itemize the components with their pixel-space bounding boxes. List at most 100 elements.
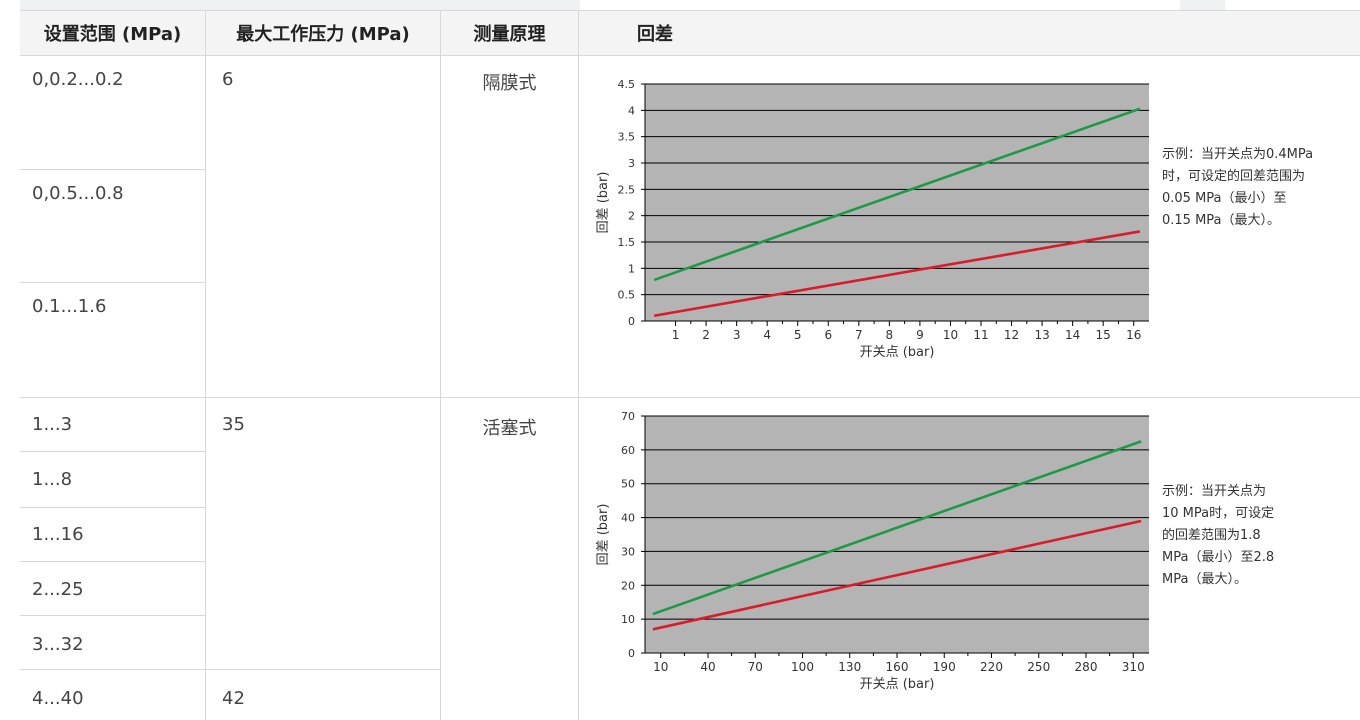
x-tick-label: 14	[1065, 328, 1080, 342]
row-divider	[20, 397, 1360, 398]
range-cell: 0,0.2...0.2	[32, 69, 124, 90]
y-tick-label: 2.5	[618, 183, 636, 196]
x-axis-title: 开关点 (bar)	[860, 345, 935, 360]
x-tick-label: 5	[794, 328, 802, 342]
x-tick-label: 190	[933, 660, 956, 674]
x-tick-label: 3	[733, 328, 741, 342]
note-line: 时，可设定的回差范围为	[1162, 169, 1306, 184]
y-tick-label: 50	[621, 478, 635, 491]
x-tick-label: 130	[838, 660, 861, 674]
header-hysteresis: 回差	[579, 10, 1360, 55]
x-tick-label: 2	[702, 328, 710, 342]
example-note-2: 示例：当开关点为 10 MPa时，可设定 的回差范围为1.8 MPa（最小）至2…	[1162, 481, 1360, 591]
x-tick-label: 11	[973, 328, 988, 342]
max-pressure-cell: 42	[222, 688, 245, 709]
y-tick-label: 20	[621, 579, 635, 592]
column-divider	[440, 10, 441, 720]
x-tick-label: 250	[1027, 660, 1050, 674]
x-tick-label: 6	[824, 328, 832, 342]
principle-cell: 活塞式	[482, 418, 537, 439]
range-cell: 0.1...1.6	[32, 296, 107, 317]
range-cell: 2...25	[32, 579, 84, 600]
row-divider	[20, 615, 206, 616]
range-cell: 4...40	[32, 688, 84, 709]
y-tick-label: 1	[628, 262, 635, 275]
x-tick-label: 10	[653, 660, 668, 674]
y-tick-label: 0	[628, 647, 635, 660]
series-line	[653, 107, 1141, 282]
range-cell: 1...3	[32, 414, 73, 435]
range-cell: 1...16	[32, 524, 84, 545]
x-tick-label: 8	[886, 328, 894, 342]
note-line: 的回差范围为1.8	[1162, 528, 1261, 543]
row-divider	[20, 282, 206, 283]
row-divider	[20, 55, 1360, 56]
plot-area	[645, 84, 1149, 321]
note-line: 0.05 MPa（最小）至	[1162, 191, 1287, 206]
note-line: 0.15 MPa（最大）。	[1162, 213, 1281, 228]
principle-cell: 隔膜式	[482, 73, 537, 94]
x-axis-title: 开关点 (bar)	[860, 677, 935, 692]
x-tick-label: 280	[1075, 660, 1098, 674]
y-tick-label: 0.5	[618, 289, 636, 302]
y-axis-title: 回差 (bar)	[596, 172, 611, 234]
y-tick-label: 0	[628, 315, 635, 328]
row-divider	[20, 561, 206, 562]
top-strip-shade	[440, 0, 580, 10]
x-tick-label: 13	[1034, 328, 1049, 342]
row-divider	[20, 169, 206, 170]
x-tick-label: 4	[763, 328, 771, 342]
y-tick-label: 30	[621, 545, 635, 558]
x-tick-label: 160	[886, 660, 909, 674]
header-setting-range: 设置范围 (MPa)	[20, 10, 205, 55]
note-line: 示例：当开关点为	[1162, 484, 1267, 499]
y-tick-label: 4.5	[618, 78, 636, 91]
y-axis-title: 回差 (bar)	[596, 504, 611, 566]
max-pressure-cell: 35	[222, 414, 245, 435]
series-line	[652, 519, 1142, 631]
x-tick-label: 7	[855, 328, 863, 342]
y-tick-label: 2	[628, 210, 635, 223]
column-divider	[205, 10, 206, 720]
y-tick-label: 70	[621, 410, 635, 423]
x-tick-label: 70	[748, 660, 763, 674]
range-cell: 1...8	[32, 469, 73, 490]
x-tick-label: 12	[1004, 328, 1019, 342]
x-tick-label: 220	[980, 660, 1003, 674]
top-strip-shade	[210, 0, 440, 10]
series-line	[652, 440, 1142, 616]
hysteresis-chart-diaphragm: 00.511.522.533.544.51 2 3 4 5 6 7 8 9 10 11 12 13 14 1…	[596, 78, 1149, 360]
y-tick-label: 4	[628, 104, 635, 117]
y-tick-label: 40	[621, 512, 635, 525]
plot-area	[645, 416, 1149, 653]
y-tick-label: 10	[621, 613, 635, 626]
range-cell: 3...32	[32, 634, 84, 655]
example-note-1: 示例：当开关点为0.4MPa 时，可设定的回差范围为 0.05 MPa（最小）至…	[1162, 144, 1360, 232]
y-tick-label: 3.5	[618, 131, 636, 144]
row-divider	[20, 669, 440, 670]
x-tick-label: 310	[1122, 660, 1145, 674]
y-tick-label: 3	[628, 157, 635, 170]
y-tick-label: 60	[621, 444, 635, 457]
max-pressure-cell: 6	[222, 69, 234, 90]
x-tick-label: 40	[700, 660, 715, 674]
x-tick-label: 15	[1096, 328, 1111, 342]
x-tick-label: 16	[1126, 328, 1141, 342]
column-divider	[578, 10, 579, 720]
row-divider	[20, 507, 206, 508]
row-divider	[20, 10, 1360, 11]
header-principle: 测量原理	[441, 10, 578, 55]
note-line: 示例：当开关点为0.4MPa	[1162, 147, 1314, 162]
series-line	[653, 230, 1141, 318]
top-strip-shade	[1180, 0, 1225, 10]
header-max-pressure: 最大工作压力 (MPa)	[206, 10, 440, 55]
y-tick-label: 1.5	[618, 236, 636, 249]
row-divider	[20, 451, 206, 452]
x-tick-label: 9	[916, 328, 924, 342]
note-line: MPa（最大）。	[1162, 572, 1247, 587]
hysteresis-chart-piston: 0 10 20 30 40 50 60 70 10 40 70 100 130 160 190 220 250 2…	[596, 410, 1149, 692]
top-strip	[0, 0, 1360, 10]
x-tick-label: 1	[672, 328, 680, 342]
x-tick-label: 10	[943, 328, 958, 342]
range-cell: 0,0.5...0.8	[32, 183, 124, 204]
